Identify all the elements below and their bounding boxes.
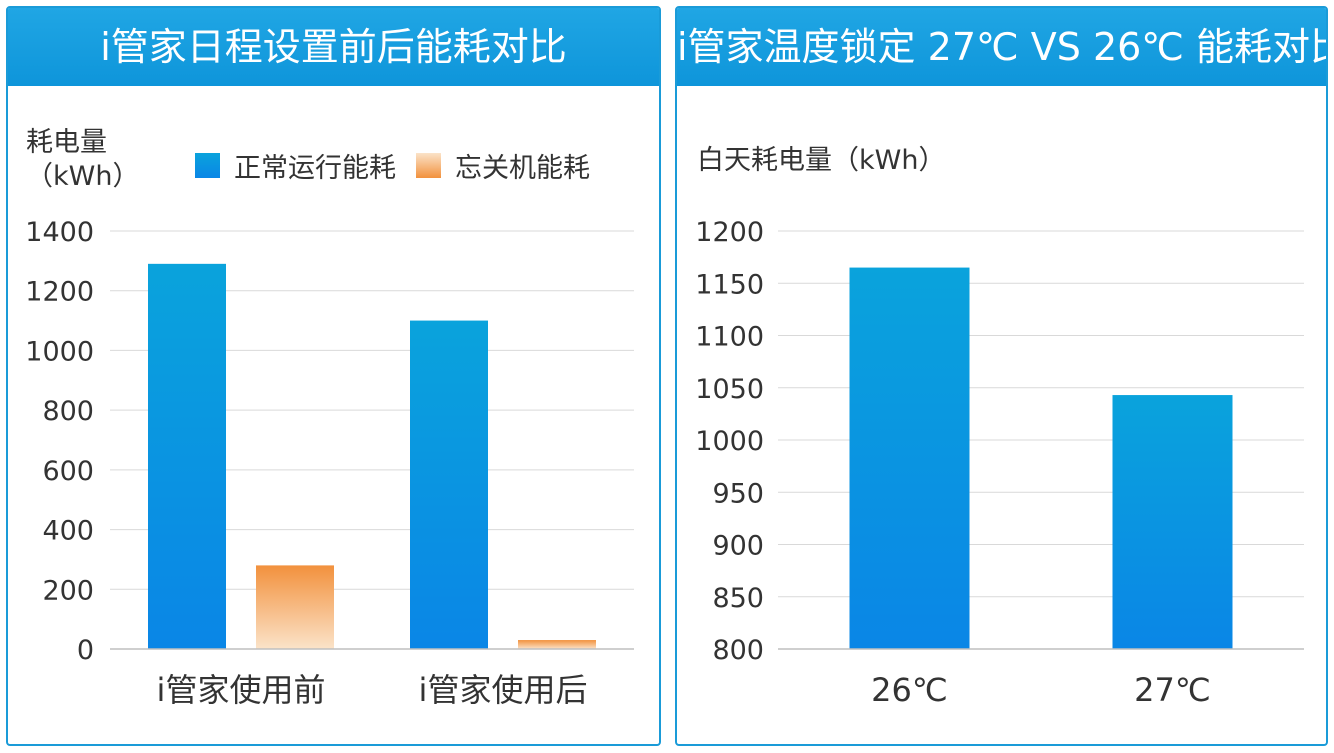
bar-temperature bbox=[849, 267, 970, 649]
left-chart-panel: i管家日程设置前后能耗对比 耗电量 （kWh） 正常运行能耗 忘关机能耗 0 20… bbox=[6, 6, 661, 746]
y-tick-label: 600 bbox=[42, 456, 94, 487]
right-chart-title: i管家温度锁定 27℃ VS 26℃ 能耗对比 bbox=[677, 8, 1326, 86]
left-y-axis-label-line2: （kWh） bbox=[26, 161, 140, 192]
legend-swatch-normal bbox=[195, 153, 220, 178]
bar-normal bbox=[148, 263, 226, 649]
y-tick-label: 400 bbox=[42, 516, 94, 547]
bar-off bbox=[256, 565, 334, 649]
legend-item-normal: 正常运行能耗 bbox=[195, 146, 396, 185]
left-legend: 正常运行能耗 忘关机能耗 bbox=[195, 146, 610, 185]
legend-label-off: 忘关机能耗 bbox=[455, 153, 590, 184]
right-chart-panel: i管家温度锁定 27℃ VS 26℃ 能耗对比 白天耗电量（kWh） 800 85… bbox=[675, 6, 1328, 746]
right-y-axis-label: 白天耗电量（kWh） bbox=[697, 145, 946, 176]
y-tick-label: 1100 bbox=[695, 322, 764, 353]
x-category-label: 27℃ bbox=[1134, 671, 1211, 709]
bar-temperature bbox=[1112, 395, 1233, 649]
y-tick-label: 1000 bbox=[25, 336, 94, 367]
y-tick-label: 800 bbox=[42, 396, 94, 427]
left-y-axis-label-line1: 耗电量 bbox=[26, 127, 107, 158]
y-tick-label: 1050 bbox=[695, 374, 764, 405]
left-chart-title: i管家日程设置前后能耗对比 bbox=[8, 8, 659, 86]
x-category-label: 26℃ bbox=[871, 671, 948, 709]
left-bar-chart: 0 200 400 600 800 1000 1200 1400 i管家使用前 i管家使用后 bbox=[25, 217, 634, 709]
x-category-label: i管家使用前 bbox=[157, 671, 326, 709]
legend-swatch-off bbox=[416, 153, 441, 178]
y-tick-label: 1200 bbox=[25, 277, 94, 308]
y-tick-label: 0 bbox=[77, 635, 94, 666]
y-tick-label: 1150 bbox=[695, 269, 764, 300]
y-tick-label: 900 bbox=[712, 531, 764, 562]
legend-label-normal: 正常运行能耗 bbox=[234, 153, 396, 184]
y-tick-label: 1400 bbox=[25, 217, 94, 248]
y-tick-label: 200 bbox=[42, 575, 94, 606]
legend-item-off: 忘关机能耗 bbox=[416, 146, 590, 185]
y-tick-label: 1000 bbox=[695, 426, 764, 457]
right-bar-chart: 800 850 900 950 1000 1050 1100 1150 1200 26℃ 27℃ bbox=[695, 217, 1304, 709]
y-tick-label: 800 bbox=[712, 635, 764, 666]
left-y-axis-label: 耗电量 （kWh） bbox=[26, 126, 139, 194]
y-tick-label: 850 bbox=[712, 583, 764, 614]
x-category-label: i管家使用后 bbox=[419, 671, 588, 709]
bar-normal bbox=[410, 320, 488, 649]
y-tick-label: 950 bbox=[712, 478, 764, 509]
bar-off bbox=[518, 640, 596, 649]
y-tick-label: 1200 bbox=[695, 217, 764, 248]
